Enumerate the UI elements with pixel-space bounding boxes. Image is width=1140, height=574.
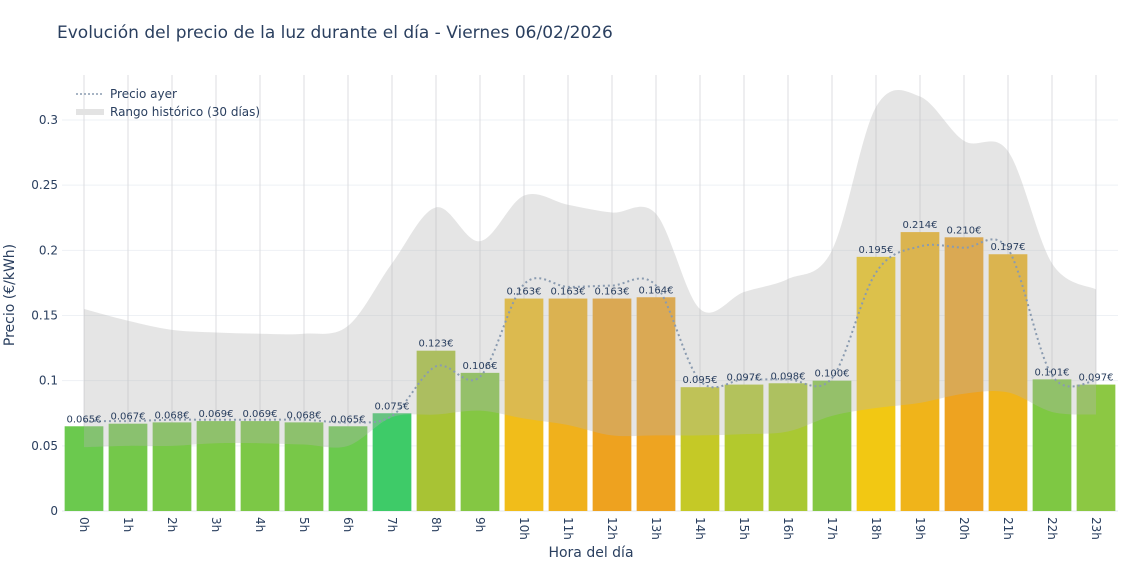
price-bar — [812, 380, 852, 511]
x-tick-label: 7h — [385, 517, 399, 532]
data-labels: 0.065€ 0.067€ 0.068€ 0.069€ 0.069€ 0.068€ 0.06… — [67, 220, 1114, 425]
bar-value-label: 0.195€ — [859, 245, 894, 256]
bar-value-label: 0.163€ — [507, 287, 542, 298]
price-bar — [900, 232, 940, 511]
x-tick-label: 13h — [649, 517, 663, 540]
price-bar — [1032, 379, 1072, 511]
price-bar — [636, 297, 676, 511]
price-bar — [152, 422, 192, 511]
bar-value-label: 0.067€ — [111, 412, 146, 423]
legend-range-label[interactable]: Rango histórico (30 días) — [110, 105, 260, 119]
price-bar — [372, 413, 412, 511]
bar-value-label: 0.106€ — [463, 361, 498, 372]
price-bar — [64, 426, 104, 511]
y-axis-label: Precio (€/kWh) — [2, 244, 18, 346]
bar-value-label: 0.214€ — [903, 220, 938, 231]
yesterday-price-line — [83, 238, 1097, 424]
legend-yesterday-label[interactable]: Precio ayer — [110, 87, 177, 101]
price-bar — [680, 387, 720, 511]
price-bar — [1076, 384, 1116, 511]
bar-value-label: 0.210€ — [947, 225, 982, 236]
x-tick-label: 2h — [165, 517, 179, 532]
x-tick-label: 1h — [121, 517, 135, 532]
price-bar — [108, 423, 148, 511]
y-tick-label: 0.05 — [31, 439, 58, 453]
y-tick-label: 0 — [50, 504, 58, 518]
historical-range-band — [84, 90, 1096, 448]
bar-value-label: 0.164€ — [639, 285, 674, 296]
bar-value-label: 0.097€ — [727, 373, 762, 384]
x-tick-label: 19h — [913, 517, 927, 540]
price-bar — [988, 254, 1028, 512]
x-axis-ticks: 0h 1h 2h 3h 4h 5h 6h 7h 8h 9h 10h 11h 12h 13h 14h 15h 16… — [77, 517, 1103, 540]
bar-value-label: 0.069€ — [199, 409, 234, 420]
bar-value-label: 0.069€ — [243, 409, 278, 420]
price-bar — [944, 237, 984, 511]
bar-value-label: 0.123€ — [419, 339, 454, 350]
y-tick-label: 0.3 — [39, 113, 58, 127]
y-tick-label: 0.2 — [39, 243, 58, 257]
bar-value-label: 0.163€ — [595, 287, 630, 298]
x-tick-label: 23h — [1089, 517, 1103, 540]
bar-value-label: 0.097€ — [1079, 373, 1114, 384]
x-tick-label: 16h — [781, 517, 795, 540]
price-bar — [196, 421, 236, 511]
x-tick-label: 3h — [209, 517, 223, 532]
bar-value-label: 0.100€ — [815, 369, 850, 380]
bar-value-label: 0.197€ — [991, 242, 1026, 253]
bar-value-label: 0.163€ — [551, 287, 586, 298]
bar-value-label: 0.065€ — [331, 414, 366, 425]
x-tick-label: 8h — [429, 517, 443, 532]
price-bar — [504, 298, 544, 511]
x-tick-label: 22h — [1045, 517, 1059, 540]
y-tick-label: 0.15 — [31, 309, 58, 323]
price-bar — [724, 384, 764, 511]
bar-value-label: 0.068€ — [155, 410, 190, 421]
price-bar — [328, 426, 368, 511]
price-bar — [460, 372, 500, 511]
price-bar — [548, 298, 588, 511]
price-bar — [768, 383, 808, 511]
price-bar — [416, 350, 456, 511]
x-tick-label: 20h — [957, 517, 971, 540]
price-bar — [856, 256, 896, 511]
x-tick-label: 5h — [297, 517, 311, 532]
y-axis-ticks: 0 0.05 0.1 0.15 0.2 0.25 0.3 — [31, 113, 58, 518]
price-bar — [284, 422, 324, 511]
x-tick-label: 0h — [77, 517, 91, 532]
bar-value-label: 0.098€ — [771, 371, 806, 382]
x-tick-label: 21h — [1001, 517, 1015, 540]
x-tick-label: 11h — [561, 517, 575, 540]
x-tick-label: 18h — [869, 517, 883, 540]
x-tick-label: 10h — [517, 517, 531, 540]
x-tick-label: 12h — [605, 517, 619, 540]
bar-value-label: 0.095€ — [683, 375, 718, 386]
legend[interactable]: Precio ayer Rango histórico (30 días) — [76, 87, 260, 119]
bar-value-label: 0.068€ — [287, 410, 322, 421]
x-tick-label: 9h — [473, 517, 487, 532]
chart-title: Evolución del precio de la luz durante e… — [57, 23, 613, 43]
x-tick-label: 4h — [253, 517, 267, 532]
x-tick-label: 17h — [825, 517, 839, 540]
x-axis-label: Hora del día — [548, 545, 633, 561]
bar-value-label: 0.075€ — [375, 401, 410, 412]
x-tick-label: 14h — [693, 517, 707, 540]
bar-value-label: 0.065€ — [67, 414, 102, 425]
bars — [64, 232, 1116, 512]
price-bar — [240, 421, 280, 511]
y-tick-label: 0.25 — [31, 178, 58, 192]
legend-range-swatch — [76, 109, 104, 115]
x-tick-label: 6h — [341, 517, 355, 532]
y-tick-label: 0.1 — [39, 374, 58, 388]
price-bar — [592, 298, 632, 511]
x-tick-label: 15h — [737, 517, 751, 540]
bar-value-label: 0.101€ — [1035, 367, 1070, 378]
